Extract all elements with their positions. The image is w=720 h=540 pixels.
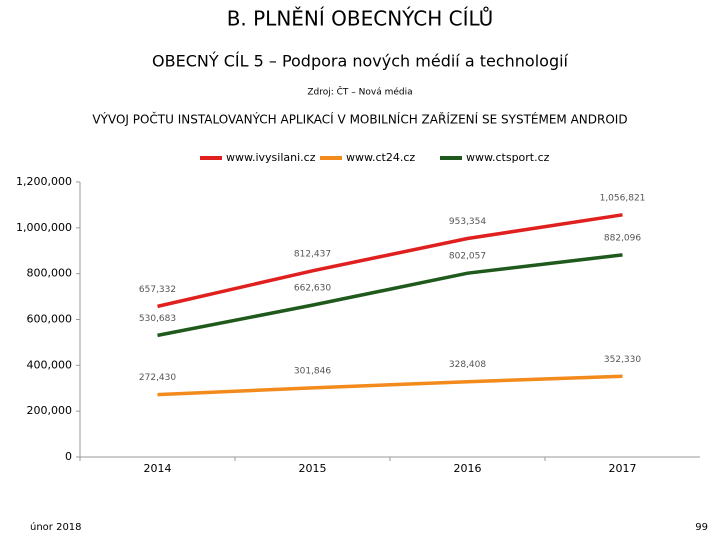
x-tick-label: 2017 xyxy=(609,462,637,475)
legend-label: www.ctsport.cz xyxy=(466,151,550,164)
series-line xyxy=(157,213,623,309)
source: Zdroj: ČT – Nová média xyxy=(307,86,412,98)
series-line xyxy=(157,253,623,338)
y-tick-label: 800,000 xyxy=(27,267,73,280)
x-tick-label: 2015 xyxy=(299,462,327,475)
y-tick-label: 0 xyxy=(65,450,72,463)
series-line xyxy=(157,374,623,397)
value-label: 882,096 xyxy=(604,233,641,243)
legend-label: www.ct24.cz xyxy=(346,151,415,164)
x-tick-label: 2014 xyxy=(144,462,172,475)
value-label: 328,408 xyxy=(449,360,486,370)
value-label: 812,437 xyxy=(294,249,331,259)
value-label: 802,057 xyxy=(449,252,486,262)
chart-title: VÝVOJ POČTU INSTALOVANÝCH APLIKACÍ V MOB… xyxy=(92,112,627,127)
value-label: 953,354 xyxy=(449,217,486,227)
y-tick-label: 600,000 xyxy=(27,313,73,326)
value-label: 352,330 xyxy=(604,355,641,365)
value-label: 657,332 xyxy=(139,285,176,295)
page-number: 99 xyxy=(695,522,708,533)
value-label: 301,846 xyxy=(294,366,331,376)
value-label: 662,630 xyxy=(294,284,331,294)
value-label: 530,683 xyxy=(139,314,176,324)
legend-label: www.ivysilani.cz xyxy=(226,151,316,164)
slide-subtitle: OBECNÝ CÍL 5 – Podpora nových médií a te… xyxy=(152,52,569,71)
x-tick-label: 2016 xyxy=(454,462,482,475)
footer-date: únor 2018 xyxy=(30,521,82,533)
y-tick-label: 200,000 xyxy=(27,404,73,417)
y-tick-label: 1,200,000 xyxy=(16,175,72,188)
value-label: 272,430 xyxy=(139,373,176,383)
y-tick-label: 1,000,000 xyxy=(16,221,72,234)
y-tick-label: 400,000 xyxy=(27,358,73,371)
slide-title: B. PLNĚNÍ OBECNÝCH CÍLŮ xyxy=(227,7,494,31)
value-label: 1,056,821 xyxy=(600,193,646,203)
